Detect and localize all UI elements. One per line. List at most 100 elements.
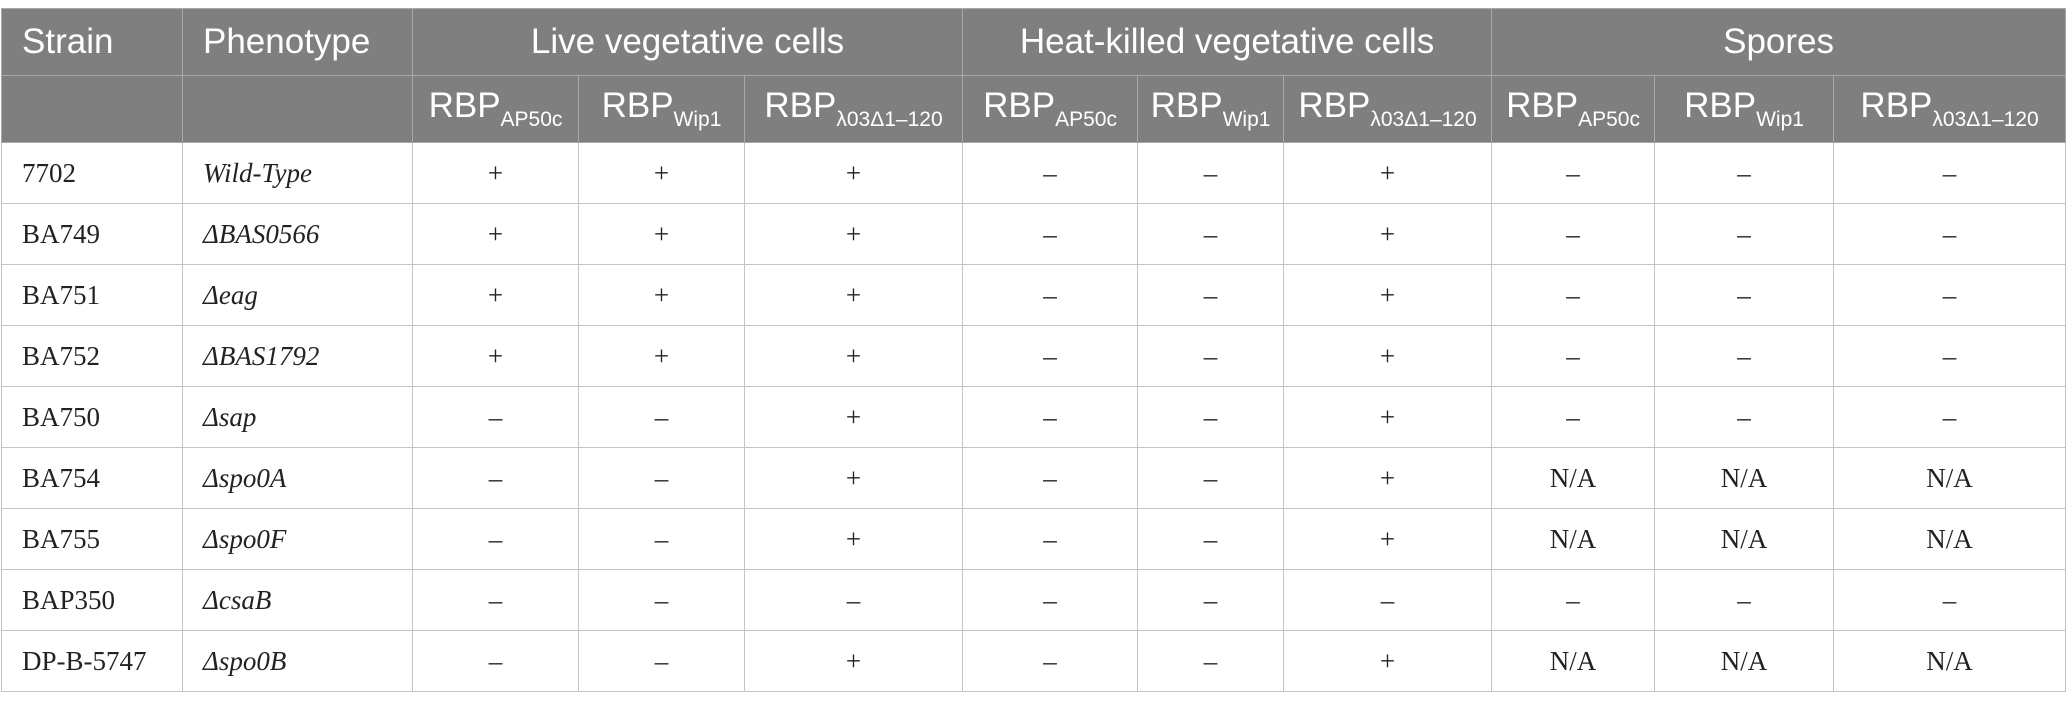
- rbp-header-subscript: Wip1: [673, 108, 722, 131]
- result-cell: –: [578, 630, 745, 692]
- table-row: BA749 ΔBAS0566 + + + – – + – – –: [1, 203, 2067, 265]
- result-cell: –: [1491, 325, 1656, 387]
- strain-cell: BAP350: [1, 569, 183, 631]
- rbp-header: RBPAP50c: [1491, 75, 1656, 143]
- result-cell: +: [578, 142, 745, 204]
- result-cell: –: [1137, 325, 1285, 387]
- result-cell: –: [1491, 569, 1656, 631]
- result-cell: +: [1283, 325, 1493, 387]
- rbp-header-subscript: Wip1: [1222, 108, 1271, 131]
- result-cell: +: [1283, 264, 1493, 326]
- result-cell: N/A: [1654, 447, 1835, 509]
- table-row: DP-B-5747 Δspo0B – – + – – + N/A N/A N/A: [1, 630, 2067, 692]
- result-cell: –: [1137, 142, 1285, 204]
- result-cell: –: [1833, 142, 2067, 204]
- table-row: BA750 Δsap – – + – – + – – –: [1, 386, 2067, 448]
- result-cell: +: [1283, 447, 1493, 509]
- rbp-header-subscript: λ03Δ1–120: [1370, 108, 1477, 131]
- phenotype-cell: Δspo0F: [182, 508, 413, 570]
- phenotype-cell: ΔBAS1792: [182, 325, 413, 387]
- result-cell: +: [578, 325, 745, 387]
- phenotype-cell: Δspo0A: [182, 447, 413, 509]
- result-cell: –: [1833, 203, 2067, 265]
- result-cell: –: [1283, 569, 1493, 631]
- result-cell: +: [412, 264, 579, 326]
- result-cell: –: [962, 630, 1139, 692]
- phenotype-cell: Δeag: [182, 264, 413, 326]
- result-cell: +: [1283, 508, 1493, 570]
- result-cell: –: [962, 386, 1139, 448]
- result-cell: –: [962, 569, 1139, 631]
- table-row: BA754 Δspo0A – – + – – + N/A N/A N/A: [1, 447, 2067, 509]
- rbp-header: RBPλ03Δ1–120: [1283, 75, 1493, 143]
- result-cell: N/A: [1833, 508, 2067, 570]
- strain-cell: 7702: [1, 142, 183, 204]
- rbp-header: RBPλ03Δ1–120: [1833, 75, 2067, 143]
- rbp-header-subscript: λ03Δ1–120: [1932, 108, 2039, 131]
- result-cell: –: [412, 508, 579, 570]
- result-cell: +: [412, 203, 579, 265]
- rbp-header: RBPλ03Δ1–120: [743, 75, 964, 143]
- result-cell: –: [1491, 386, 1656, 448]
- result-cell: +: [578, 203, 745, 265]
- strain-header: Strain: [1, 8, 183, 76]
- result-cell: +: [412, 325, 579, 387]
- result-cell: –: [962, 142, 1139, 204]
- result-cell: –: [412, 630, 579, 692]
- phenotype-cell: Δsap: [182, 386, 413, 448]
- header-row-rbp: RBPAP50c RBPWip1 RBPλ03Δ1–120 RBPAP50c RBPWi…: [1, 75, 2067, 143]
- result-cell: –: [1137, 447, 1285, 509]
- rbp-header-base: RBP: [1860, 86, 1933, 125]
- result-cell: +: [1283, 203, 1493, 265]
- result-cell: +: [1283, 386, 1493, 448]
- result-cell: –: [578, 447, 745, 509]
- result-cell: N/A: [1491, 508, 1656, 570]
- strain-phenotype-table: Strain Phenotype Live vegetative cells H…: [1, 8, 2067, 692]
- result-cell: –: [1137, 386, 1285, 448]
- phenotype-cell: Δspo0B: [182, 630, 413, 692]
- result-cell: –: [1137, 508, 1285, 570]
- rbp-header-subscript: AP50c: [1055, 108, 1117, 131]
- result-cell: –: [1137, 569, 1285, 631]
- result-cell: –: [1833, 569, 2067, 631]
- table-row: BA751 Δeag + + + – – + – – –: [1, 264, 2067, 326]
- rbp-header-base: RBP: [601, 86, 674, 125]
- result-cell: –: [1833, 264, 2067, 326]
- strain-cell: BA750: [1, 386, 183, 448]
- table-body: 7702 Wild-Type + + + – – + – – – BA749 ΔBAS0566 + + + – –…: [1, 142, 2067, 692]
- result-cell: N/A: [1654, 630, 1835, 692]
- result-cell: –: [962, 264, 1139, 326]
- result-cell: –: [1833, 386, 2067, 448]
- strain-cell: BA755: [1, 508, 183, 570]
- rbp-header-subscript: AP50c: [1578, 108, 1640, 131]
- phenotype-cell: Wild-Type: [182, 142, 413, 204]
- result-cell: –: [412, 386, 579, 448]
- group-header-heat-killed: Heat-killed vegetative cells: [962, 8, 1493, 76]
- phenotype-header: Phenotype: [182, 8, 413, 76]
- rbp-header: RBPAP50c: [962, 75, 1139, 143]
- rbp-header-base: RBP: [1150, 86, 1223, 125]
- result-cell: +: [743, 325, 964, 387]
- result-cell: N/A: [1833, 447, 2067, 509]
- result-cell: +: [743, 142, 964, 204]
- rbp-header-base: RBP: [1298, 86, 1371, 125]
- result-cell: +: [412, 142, 579, 204]
- result-cell: –: [1137, 264, 1285, 326]
- rbp-header-subscript: Wip1: [1756, 108, 1804, 131]
- result-cell: +: [743, 264, 964, 326]
- result-cell: N/A: [1491, 630, 1656, 692]
- strain-cell: BA752: [1, 325, 183, 387]
- result-cell: –: [962, 508, 1139, 570]
- rbp-header: RBPWip1: [1137, 75, 1285, 143]
- result-cell: –: [1654, 325, 1835, 387]
- strain-cell: BA751: [1, 264, 183, 326]
- rbp-header-base: RBP: [1684, 86, 1757, 125]
- result-cell: –: [1654, 203, 1835, 265]
- result-cell: +: [1283, 142, 1493, 204]
- result-cell: N/A: [1833, 630, 2067, 692]
- result-cell: +: [743, 508, 964, 570]
- result-cell: –: [412, 447, 579, 509]
- rbp-header-base: RBP: [1506, 86, 1579, 125]
- group-header-spores: Spores: [1491, 8, 2067, 76]
- rbp-header-base: RBP: [983, 86, 1056, 125]
